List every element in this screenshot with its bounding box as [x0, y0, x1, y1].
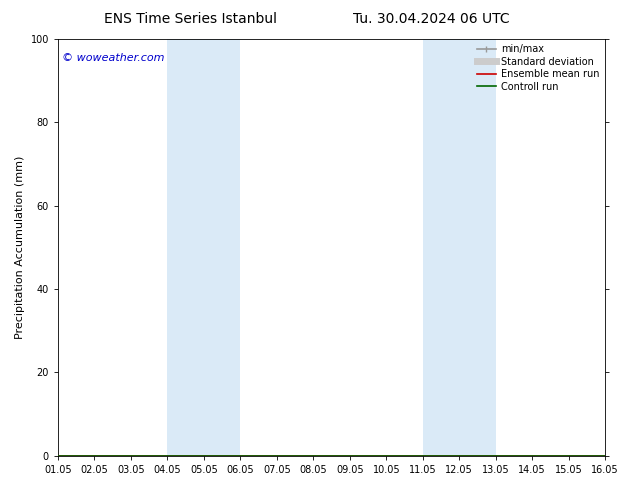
Bar: [423, 39, 496, 456]
Text: Tu. 30.04.2024 06 UTC: Tu. 30.04.2024 06 UTC: [353, 12, 510, 26]
Bar: [167, 39, 240, 456]
Text: ENS Time Series Istanbul: ENS Time Series Istanbul: [104, 12, 276, 26]
Y-axis label: Precipitation Accumulation (mm): Precipitation Accumulation (mm): [15, 156, 25, 339]
Text: © woweather.com: © woweather.com: [61, 53, 164, 63]
Legend: min/max, Standard deviation, Ensemble mean run, Controll run: min/max, Standard deviation, Ensemble me…: [474, 42, 602, 95]
